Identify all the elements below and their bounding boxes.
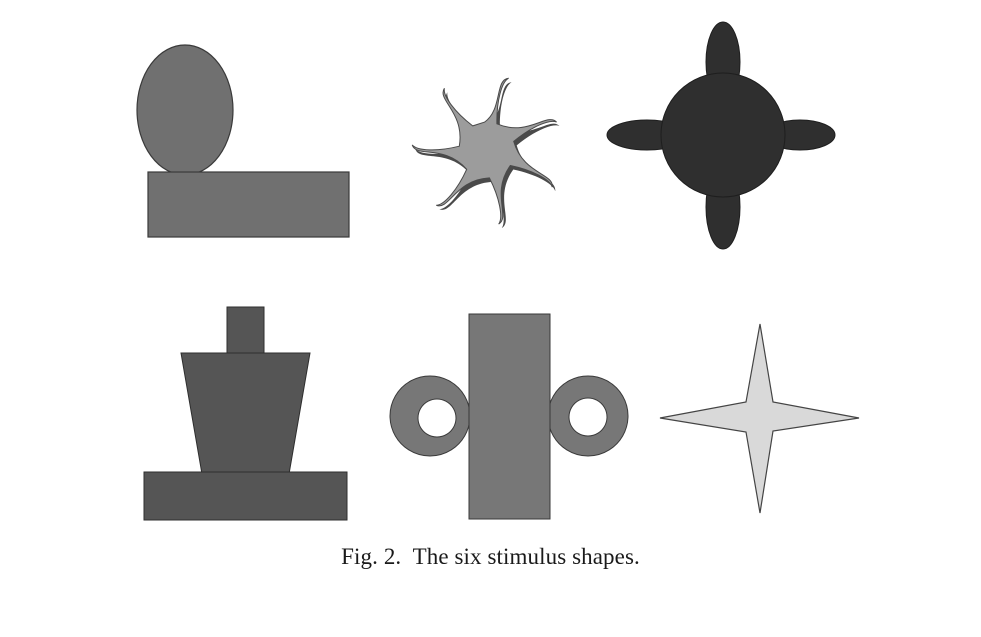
caption-label: Fig. 2. xyxy=(341,544,402,569)
shape-four-point-star xyxy=(659,323,860,514)
shape-four-lobed-disc xyxy=(606,21,836,250)
shape-curled-star xyxy=(411,77,560,229)
pedestal-cap xyxy=(226,306,265,356)
column-body xyxy=(468,313,551,520)
ring-left xyxy=(389,375,471,457)
ring-right xyxy=(547,375,629,457)
stimulus-shapes xyxy=(136,21,860,521)
four-point-star-body xyxy=(659,323,860,514)
pedestal-body xyxy=(180,352,311,475)
shape-ringed-column xyxy=(389,313,629,520)
figure-caption: Fig. 2. The six stimulus shapes. xyxy=(0,544,981,570)
caption-text: The six stimulus shapes. xyxy=(412,544,640,569)
shape-tapered-pedestal xyxy=(143,306,348,521)
shape-ellipse-on-slab xyxy=(136,44,350,238)
slab-part xyxy=(147,171,350,238)
curled-star-body xyxy=(411,77,557,225)
ellipse-part xyxy=(136,44,234,176)
disc-body xyxy=(660,72,786,198)
pedestal-base xyxy=(143,471,348,521)
